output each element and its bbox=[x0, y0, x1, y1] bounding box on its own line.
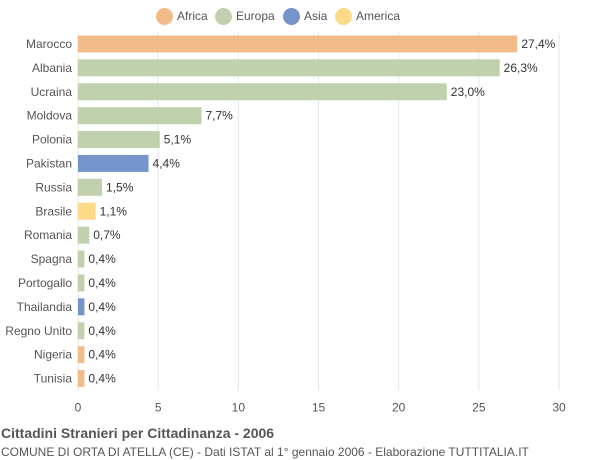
category-label: Pakistan bbox=[26, 156, 72, 170]
chart-subtitle: COMUNE DI ORTA DI ATELLA (CE) - Dati IST… bbox=[1, 445, 529, 459]
category-label: Moldova bbox=[27, 109, 73, 123]
legend: Africa Europa Asia America bbox=[0, 6, 600, 26]
value-label: 1,5% bbox=[106, 180, 134, 194]
category-label: Russia bbox=[35, 180, 72, 194]
legend-label-africa: Africa bbox=[177, 9, 208, 23]
category-label: Spagna bbox=[31, 252, 73, 266]
x-tick-label: 15 bbox=[312, 401, 326, 415]
value-label: 0,4% bbox=[88, 372, 116, 386]
bar bbox=[78, 154, 149, 172]
category-label: Polonia bbox=[32, 133, 72, 147]
legend-item-africa: Africa bbox=[156, 6, 208, 26]
value-label: 0,4% bbox=[88, 276, 116, 290]
category-label: Regno Unito bbox=[5, 324, 72, 338]
bar bbox=[78, 131, 160, 149]
bar bbox=[78, 298, 85, 316]
x-tick-label: 25 bbox=[472, 401, 486, 415]
legend-swatch-europa bbox=[215, 7, 232, 25]
legend-label-europa: Europa bbox=[236, 9, 275, 23]
value-label: 0,4% bbox=[88, 252, 116, 266]
category-label: Tunisia bbox=[34, 372, 73, 386]
bar-chart: 0 5 10 15 20 25 30 Marocco 27,4% Albania 26,3% Ucra… bbox=[5, 32, 566, 415]
chart-title: Cittadini Stranieri per Cittadinanza - 2… bbox=[1, 425, 275, 441]
value-label: 23,0% bbox=[451, 85, 485, 99]
x-tick-label: 10 bbox=[232, 401, 246, 415]
value-label: 4,4% bbox=[153, 156, 181, 170]
legend-swatch-africa bbox=[156, 7, 173, 25]
bar bbox=[78, 274, 85, 292]
bar bbox=[78, 107, 202, 125]
x-tick-label: 20 bbox=[392, 401, 406, 415]
value-label: 27,4% bbox=[521, 37, 555, 51]
value-label: 0,7% bbox=[93, 228, 121, 242]
legend-swatch-america bbox=[335, 7, 352, 25]
bar bbox=[78, 226, 90, 244]
legend-swatch-asia bbox=[283, 7, 300, 25]
x-tick-label: 0 bbox=[75, 401, 82, 415]
category-label: Thailandia bbox=[17, 300, 73, 314]
bar bbox=[78, 59, 500, 77]
bar bbox=[78, 83, 447, 101]
bar bbox=[78, 370, 85, 388]
bar bbox=[78, 250, 85, 268]
value-label: 7,7% bbox=[205, 109, 233, 123]
legend-label-america: America bbox=[356, 9, 401, 23]
legend-item-america: America bbox=[335, 6, 400, 26]
bar bbox=[78, 322, 85, 340]
category-label: Romania bbox=[24, 228, 72, 242]
category-label: Portogallo bbox=[18, 276, 72, 290]
value-label: 0,4% bbox=[88, 348, 116, 362]
value-label: 0,4% bbox=[88, 300, 116, 314]
legend-item-asia: Asia bbox=[283, 6, 327, 26]
value-label: 1,1% bbox=[100, 204, 128, 218]
category-label: Ucraina bbox=[31, 85, 73, 99]
bar bbox=[78, 178, 103, 196]
legend-label-asia: Asia bbox=[304, 9, 328, 23]
legend-item-europa: Europa bbox=[215, 6, 275, 26]
category-label: Nigeria bbox=[34, 348, 72, 362]
value-label: 26,3% bbox=[504, 61, 538, 75]
bar bbox=[78, 346, 85, 364]
value-label: 0,4% bbox=[88, 324, 116, 338]
category-label: Brasile bbox=[35, 204, 72, 218]
bar bbox=[78, 202, 96, 220]
x-tick-label: 5 bbox=[155, 401, 162, 415]
value-label: 5,1% bbox=[164, 133, 192, 147]
category-label: Marocco bbox=[26, 37, 72, 51]
x-tick-label: 30 bbox=[552, 401, 566, 415]
category-label: Albania bbox=[32, 61, 72, 75]
bar bbox=[78, 35, 518, 53]
